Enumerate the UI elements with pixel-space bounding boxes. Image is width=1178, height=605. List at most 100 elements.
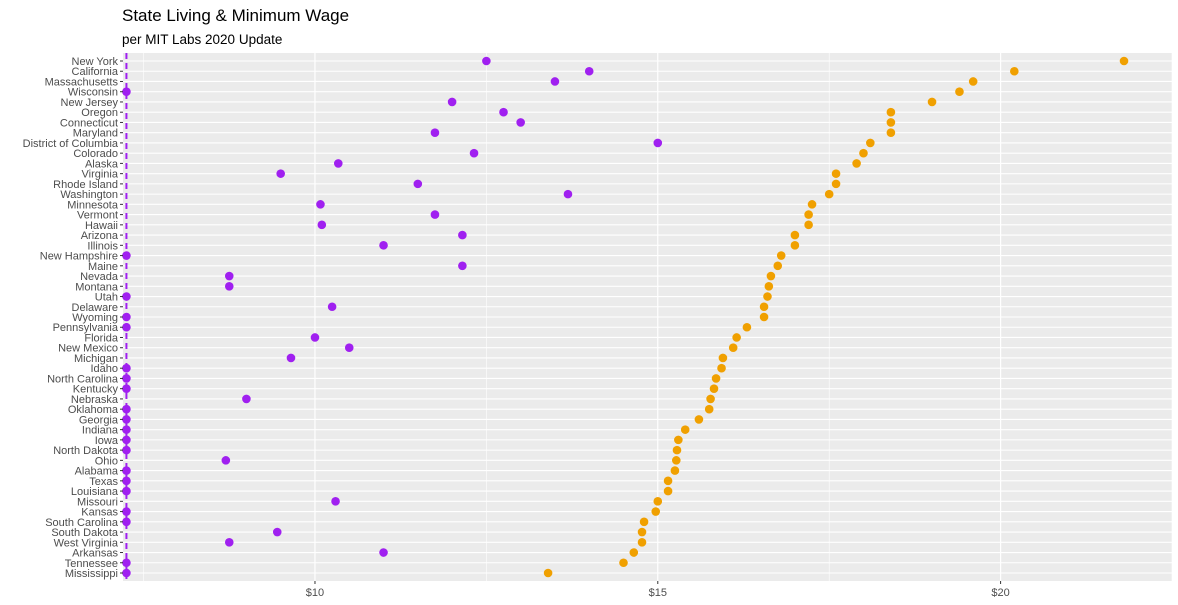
minimum-wage-point xyxy=(122,558,131,568)
living-wage-point xyxy=(670,466,680,475)
y-tick-label: Oregon xyxy=(81,107,118,119)
y-tick-label: Wisconsin xyxy=(68,87,118,99)
living-wage-point xyxy=(852,159,861,168)
minimum-wage-point xyxy=(122,404,131,414)
minimum-wage-point xyxy=(379,241,388,250)
living-wage-point xyxy=(790,230,800,240)
y-tick-label: Illinois xyxy=(87,240,118,252)
y-tick-label: Alaska xyxy=(85,158,119,170)
minimum-wage-point xyxy=(122,374,131,383)
living-wage-point xyxy=(639,517,649,527)
living-wage-point xyxy=(886,128,896,137)
y-tick-label: Arizona xyxy=(81,230,119,242)
minimum-wage-point xyxy=(447,97,457,107)
minimum-wage-point xyxy=(499,107,508,117)
y-tick-label: Indiana xyxy=(82,425,119,437)
living-wage-point xyxy=(831,169,841,178)
minimum-wage-point xyxy=(458,230,467,240)
minimum-wage-point xyxy=(122,466,131,475)
y-tick-label: Virginia xyxy=(82,169,119,181)
y-tick-label: Maine xyxy=(88,261,118,273)
minimum-wage-point xyxy=(276,169,285,178)
x-axis-labels: $10 $15 $20 xyxy=(306,581,1010,599)
living-wage-point xyxy=(653,497,663,506)
minimum-wage-point xyxy=(122,292,131,301)
y-tick-label: South Dakota xyxy=(51,527,119,539)
minimum-wage-point xyxy=(550,77,560,86)
minimum-wage-point xyxy=(221,456,231,465)
living-wage-point xyxy=(619,558,628,568)
living-wage-point xyxy=(671,456,681,465)
minimum-wage-point xyxy=(469,148,479,158)
y-tick-label: West Virginia xyxy=(54,537,119,549)
y-tick-label: Colorado xyxy=(73,148,118,160)
living-wage-point xyxy=(704,404,714,414)
minimum-wage-point xyxy=(122,507,131,516)
y-tick-label: Hawaii xyxy=(85,220,118,232)
living-wage-point xyxy=(711,374,721,383)
y-tick-label: Montana xyxy=(75,281,119,293)
living-wage-point xyxy=(766,271,776,281)
living-wage-point xyxy=(886,118,896,127)
minimum-wage-point xyxy=(653,138,663,148)
minimum-wage-point xyxy=(122,363,131,373)
minimum-wage-point xyxy=(122,435,131,445)
living-wage-point xyxy=(728,343,738,353)
minimum-wage-point xyxy=(379,548,388,557)
minimum-wage-point xyxy=(122,384,131,393)
y-tick-label: Pennsylvania xyxy=(53,322,119,334)
y-tick-label: Michigan xyxy=(74,353,118,365)
minimum-wage-point xyxy=(310,333,320,342)
y-tick-label: New Mexico xyxy=(58,343,118,355)
minimum-wage-point xyxy=(224,537,234,547)
living-wage-point xyxy=(1119,56,1129,66)
living-wage-point xyxy=(866,138,875,148)
x-tick-label: $10 xyxy=(306,587,324,599)
living-wage-point xyxy=(717,363,726,373)
minimum-wage-point xyxy=(242,394,251,404)
minimum-wage-point xyxy=(584,66,594,76)
chart-title: State Living & Minimum Wage xyxy=(122,6,350,25)
minimum-wage-point xyxy=(286,353,296,363)
minimum-wage-point xyxy=(122,476,131,486)
y-tick-label: New Hampshire xyxy=(40,251,118,263)
y-tick-label: New York xyxy=(72,56,119,68)
y-tick-label: Ohio xyxy=(95,455,118,467)
y-tick-label: Rhode Island xyxy=(53,179,118,191)
y-tick-label: New Jersey xyxy=(61,97,119,109)
y-tick-label: Mississippi xyxy=(65,568,118,580)
living-wage-point xyxy=(694,415,704,424)
y-tick-label: Florida xyxy=(84,332,119,344)
minimum-wage-point xyxy=(458,261,467,271)
y-tick-label: Alabama xyxy=(75,466,119,478)
minimum-wage-point xyxy=(224,271,234,281)
y-tick-label: North Dakota xyxy=(53,445,119,457)
minimum-wage-point xyxy=(430,128,440,137)
living-wage-point xyxy=(629,548,639,557)
minimum-wage-point xyxy=(413,179,423,189)
data-points xyxy=(122,56,1129,578)
y-tick-label: Wyoming xyxy=(72,312,118,324)
minimum-wage-point xyxy=(563,189,573,199)
y-tick-label: Washington xyxy=(60,189,118,201)
y-tick-label: Texas xyxy=(89,476,118,488)
x-tick-label: $15 xyxy=(649,587,667,599)
minimum-wage-point xyxy=(122,322,131,332)
living-wage-point xyxy=(773,261,783,271)
living-wage-point xyxy=(831,179,841,189)
minimum-wage-point xyxy=(317,220,327,230)
minimum-wage-point xyxy=(333,159,343,168)
living-wage-point xyxy=(776,251,786,260)
minimum-wage-point xyxy=(122,251,131,260)
y-tick-label: Vermont xyxy=(77,210,118,222)
y-tick-label: Maryland xyxy=(73,128,118,140)
living-wage-point xyxy=(1010,66,1019,76)
living-wage-point xyxy=(543,568,553,578)
minimum-wage-point xyxy=(122,425,131,434)
minimum-wage-point xyxy=(122,415,131,424)
minimum-wage-point xyxy=(516,118,525,127)
y-tick-label: Idaho xyxy=(90,363,118,375)
grid-lines xyxy=(123,53,1173,581)
x-tick-label: $20 xyxy=(991,587,1009,599)
